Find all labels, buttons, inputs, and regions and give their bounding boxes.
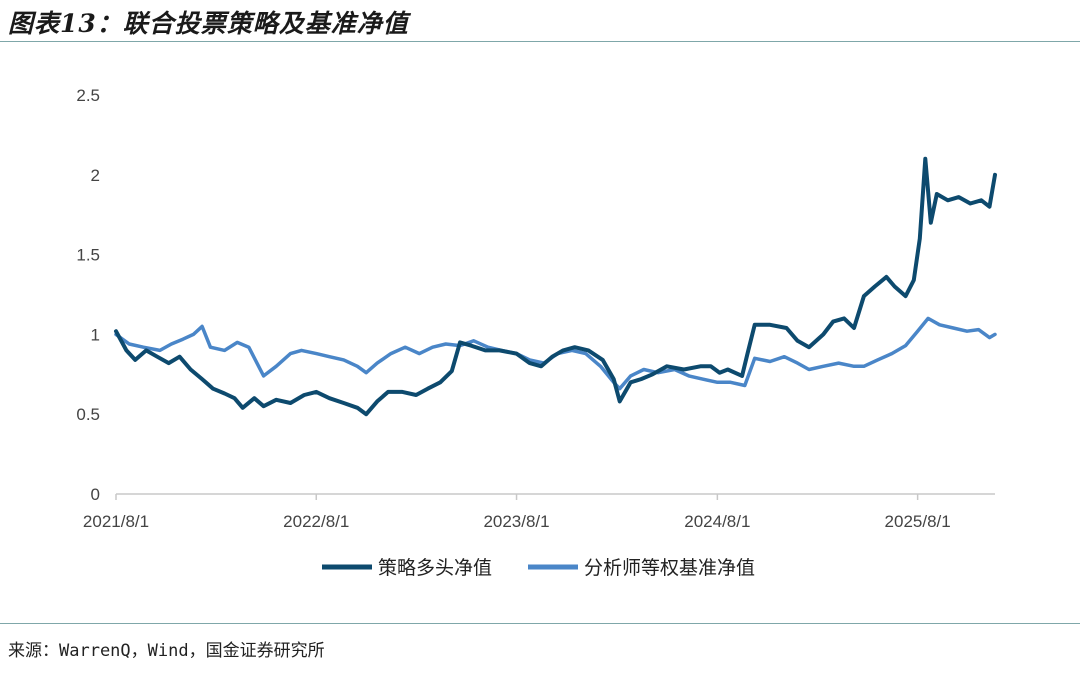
y-tick-label: 1.5 — [76, 246, 100, 265]
series-lines — [114, 156, 997, 417]
legend-label: 分析师等权基准净值 — [584, 557, 755, 579]
y-tick-label: 1 — [91, 325, 100, 344]
y-tick-label: 2 — [91, 166, 100, 185]
y-tick-label: 2.5 — [76, 86, 100, 105]
y-tick-label: 0.5 — [76, 405, 100, 424]
line-chart: 00.511.522.5 2021/8/1 2022/8/1 2023/8/1 202… — [76, 86, 997, 579]
y-tick-label: 0 — [91, 485, 100, 504]
y-axis-ticks: 0 0.5 1 1.5 2 2.5 — [76, 86, 100, 504]
legend-label: 策略多头净值 — [378, 557, 492, 579]
x-axis: 2021/8/1 2022/8/1 2023/8/1 2024/8/1 2025/8/1 — [83, 493, 995, 531]
x-tick-label: 2024/8/1 — [684, 512, 750, 531]
x-tick-label: 2023/8/1 — [483, 512, 549, 531]
source-note: 来源：WarrenQ，Wind，国金证券研究所 — [8, 641, 325, 661]
series-line-1 — [114, 156, 997, 417]
legend: 策略多头净值 分析师等权基准净值 — [322, 557, 755, 579]
x-tick-label: 2025/8/1 — [885, 512, 951, 531]
chart-title: 图表13：联合投票策略及基准净值 — [8, 9, 409, 38]
x-tick-label: 2022/8/1 — [283, 512, 349, 531]
header-divider — [0, 41, 1080, 42]
x-tick-label: 2021/8/1 — [83, 512, 149, 531]
footer-divider — [0, 623, 1080, 624]
